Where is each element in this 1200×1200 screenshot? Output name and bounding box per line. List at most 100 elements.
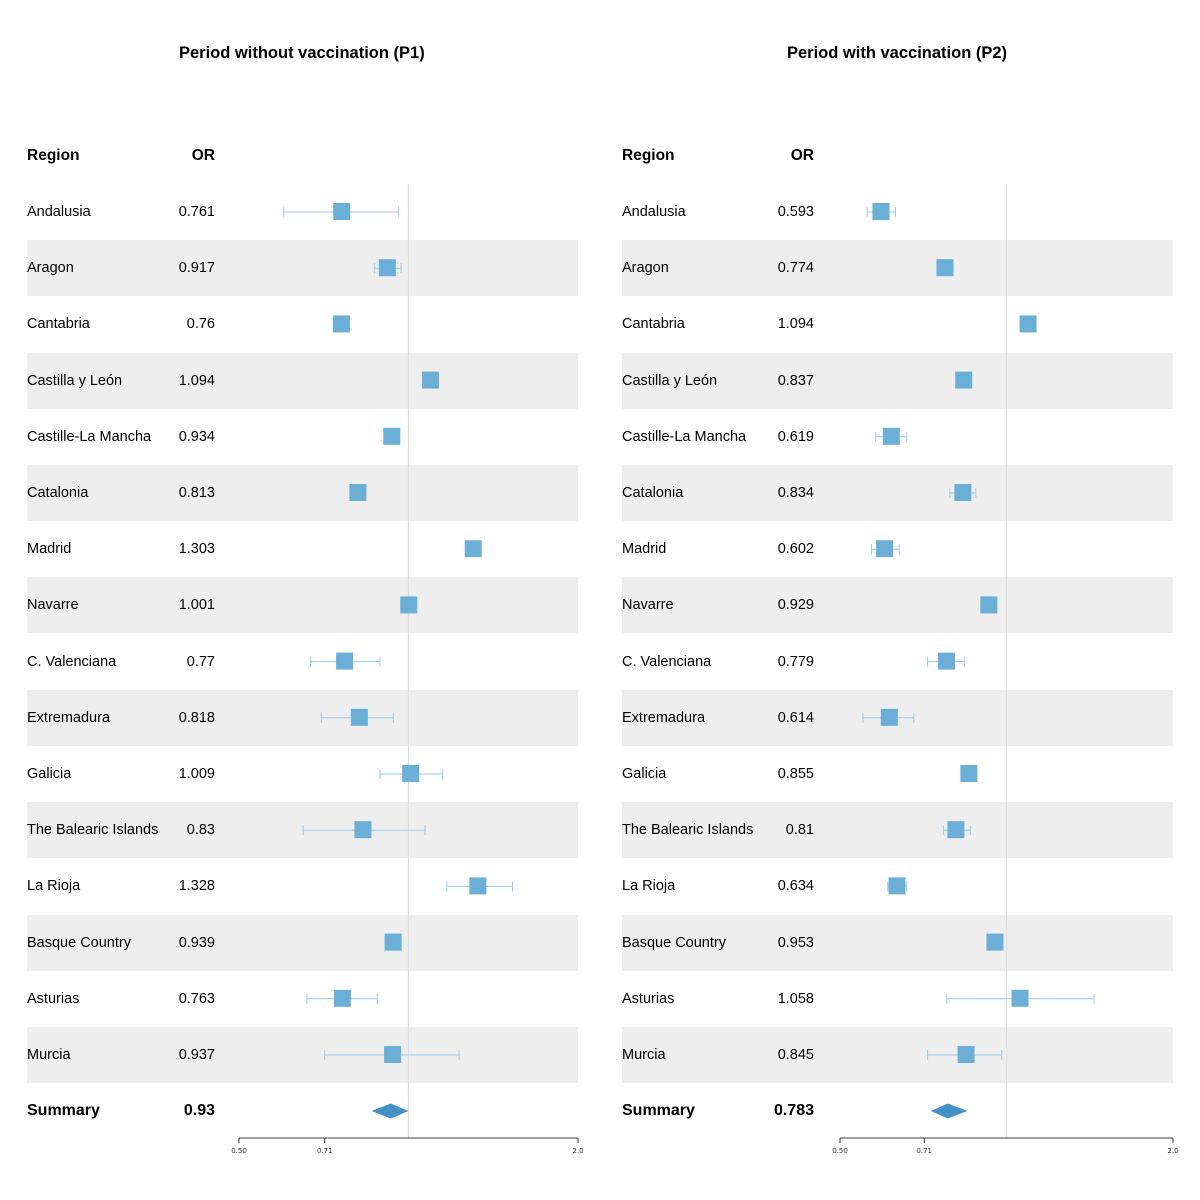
row-or-value: 1.009 xyxy=(178,766,215,782)
row-or-value: 0.845 xyxy=(777,1047,814,1063)
row-or-value: 1.094 xyxy=(178,372,215,389)
panel-period-without-vaccination: Period without vaccination (P1) Region OR A… xyxy=(27,44,584,1155)
row-region-label: Extremadura xyxy=(622,709,706,726)
row-band xyxy=(27,689,578,746)
point-estimate-marker xyxy=(384,1046,402,1063)
row-region-label: Castilla y León xyxy=(27,372,123,389)
row-or-value: 0.77 xyxy=(186,653,215,670)
row-region-label: The Balearic Islands xyxy=(27,822,159,839)
row-or-value: 1.094 xyxy=(777,316,814,333)
point-estimate-marker xyxy=(378,259,396,277)
row-region-label: C. Valenciana xyxy=(27,653,117,670)
row-region-label: Madrid xyxy=(622,541,667,558)
row-or-value: 1.328 xyxy=(178,878,215,895)
row-band xyxy=(622,352,1173,409)
point-estimate-marker xyxy=(957,1046,975,1063)
point-estimate-marker xyxy=(954,484,972,501)
row-or-value: 0.602 xyxy=(777,541,814,558)
row-or-value: 0.937 xyxy=(178,1047,215,1063)
row-region-label: Asturias xyxy=(622,990,675,1007)
row-or-value: 0.634 xyxy=(777,878,814,895)
point-estimate-marker xyxy=(333,989,351,1007)
point-estimate-marker xyxy=(986,933,1004,951)
row-or-value: 0.837 xyxy=(777,372,814,389)
row-region-label: Murcia xyxy=(27,1047,71,1063)
row-band xyxy=(622,1027,1173,1083)
row-or-value: 0.855 xyxy=(777,766,814,782)
row-or-value: 1.001 xyxy=(178,597,215,614)
row-region-label: Catalonia xyxy=(622,485,684,501)
row-region-label: Cantabria xyxy=(27,316,90,333)
point-estimate-marker xyxy=(383,427,401,445)
summary-label: Summary xyxy=(27,1102,100,1119)
row-or-value: 1.058 xyxy=(777,990,814,1007)
row-or-value: 0.813 xyxy=(178,485,215,501)
row-band xyxy=(622,240,1173,297)
forest-plot-area: 0.50 0.71 2.0 xyxy=(832,184,1179,1155)
column-header-or: OR xyxy=(790,147,814,164)
panel-period-with-vaccination: Period with vaccination (P2) Region OR Anda… xyxy=(595,0,1195,1200)
row-band xyxy=(622,802,1173,859)
x-axis-tick-label: 2.0 xyxy=(572,1147,583,1155)
chart-title: Period without vaccination (P1) xyxy=(179,44,425,62)
point-estimate-marker xyxy=(888,877,906,895)
point-estimate-marker xyxy=(960,765,978,782)
row-region-label: Asturias xyxy=(27,990,80,1007)
column-header-region: Region xyxy=(27,147,80,164)
row-or-value: 0.774 xyxy=(777,260,814,277)
row-region-label: Galicia xyxy=(622,766,667,782)
row-region-label: Andalusia xyxy=(622,204,686,220)
row-region-label: Andalusia xyxy=(27,204,91,220)
point-estimate-marker xyxy=(384,933,402,951)
row-band xyxy=(622,465,1173,521)
row-or-value: 0.834 xyxy=(777,485,814,501)
column-header-region: Region xyxy=(622,147,675,164)
row-or-value: 0.593 xyxy=(777,204,814,220)
row-or-value: 0.619 xyxy=(777,428,814,445)
row-or-value: 0.934 xyxy=(178,428,215,445)
row-region-label: Galicia xyxy=(27,766,72,782)
row-region-label: La Rioja xyxy=(27,878,81,895)
point-estimate-marker xyxy=(400,596,418,614)
point-estimate-marker xyxy=(872,203,890,220)
row-or-value: 0.763 xyxy=(178,990,215,1007)
row-region-label: Navarre xyxy=(27,597,79,614)
row-or-value: 0.917 xyxy=(178,260,215,277)
column-header-or: OR xyxy=(191,147,215,164)
chart-title: Period with vaccination (P2) xyxy=(787,44,1008,62)
row-or-value: 0.76 xyxy=(186,316,215,333)
row-band xyxy=(622,914,1173,971)
row-or-value: 0.953 xyxy=(777,934,814,951)
row-or-value: 0.939 xyxy=(178,934,215,951)
row-region-label: Basque Country xyxy=(622,934,726,951)
point-estimate-marker xyxy=(938,652,956,670)
row-region-label: Extremadura xyxy=(27,709,111,726)
point-estimate-marker xyxy=(980,596,998,614)
row-region-label: Castille-La Mancha xyxy=(622,428,747,445)
point-estimate-marker xyxy=(464,540,482,558)
row-region-label: Cantabria xyxy=(622,316,685,333)
point-estimate-marker xyxy=(349,484,367,501)
row-region-label: Castilla y León xyxy=(622,372,718,389)
x-axis-tick-label: 0.71 xyxy=(916,1147,932,1155)
row-region-label: The Balearic Islands xyxy=(622,822,754,839)
row-or-value: 0.818 xyxy=(178,709,215,726)
row-band xyxy=(622,577,1173,634)
row-band xyxy=(27,352,578,409)
summary-diamond xyxy=(930,1103,968,1119)
point-estimate-marker xyxy=(880,708,898,726)
summary-diamond xyxy=(371,1103,409,1119)
summary-or-value: 0.93 xyxy=(183,1102,215,1119)
x-axis-tick-label: 0.71 xyxy=(317,1147,333,1155)
row-or-value: 0.761 xyxy=(178,204,215,220)
point-estimate-marker xyxy=(336,652,354,670)
row-band xyxy=(27,465,578,521)
row-region-label: Madrid xyxy=(27,541,72,558)
point-estimate-marker xyxy=(354,821,372,839)
row-or-value: 0.779 xyxy=(777,653,814,670)
point-estimate-marker xyxy=(350,708,368,726)
row-or-value: 0.929 xyxy=(777,597,814,614)
row-band xyxy=(27,577,578,634)
row-region-label: Murcia xyxy=(622,1047,666,1063)
